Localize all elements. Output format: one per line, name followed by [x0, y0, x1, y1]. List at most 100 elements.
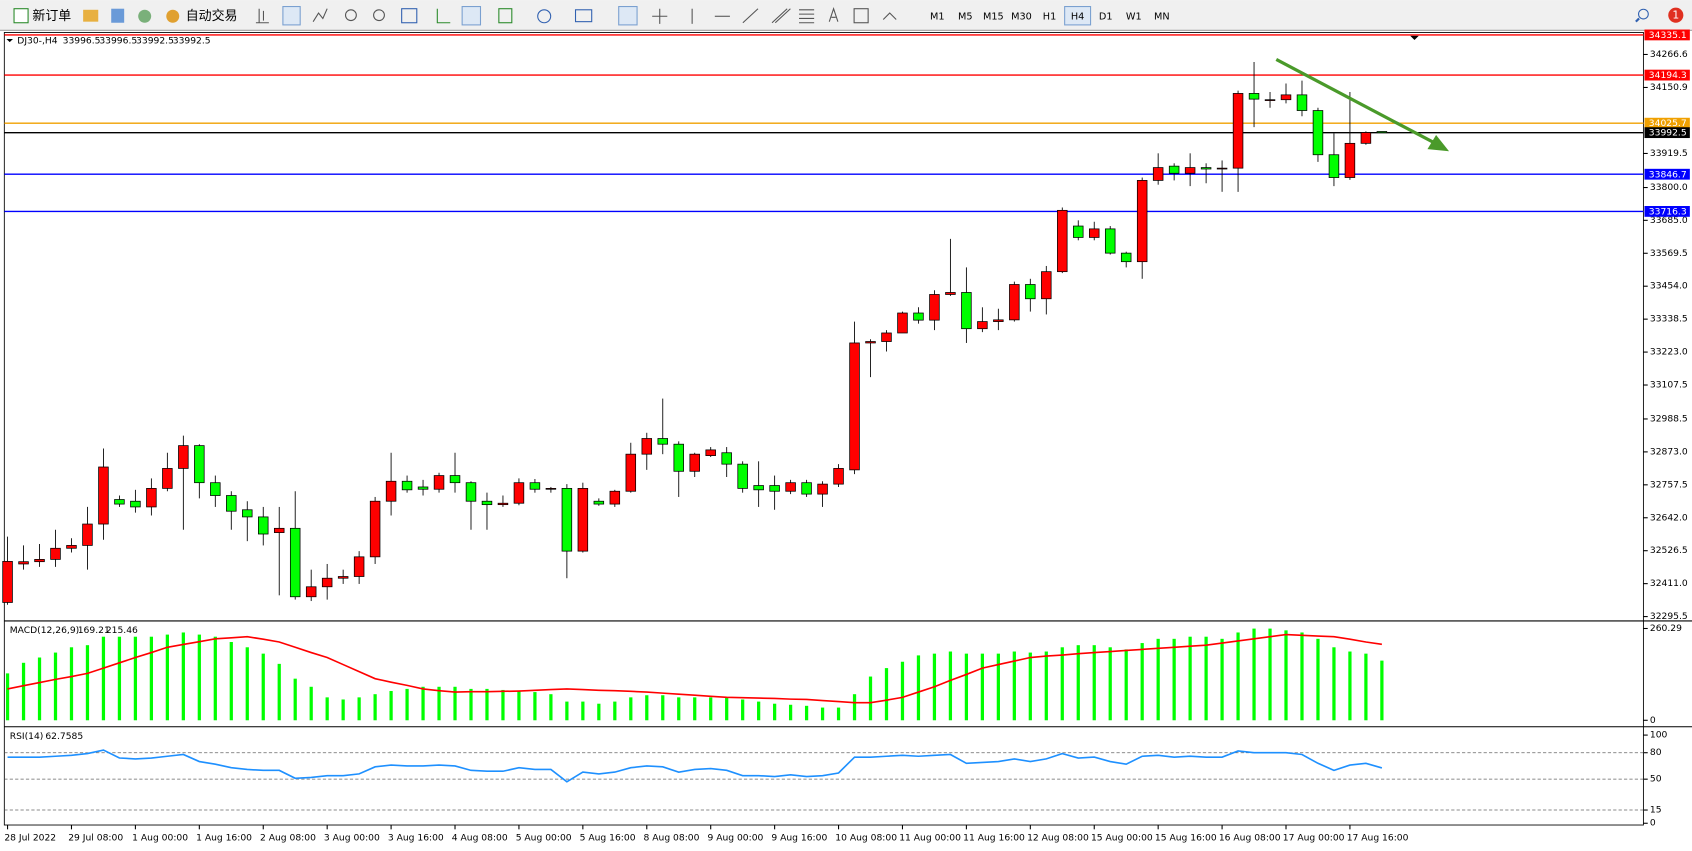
toolbar-icon[interactable] [83, 9, 99, 22]
candle-body [705, 449, 716, 456]
macd-bar [1188, 636, 1192, 721]
zoom-out-icon[interactable] [373, 9, 385, 22]
x-tick-label: 15 Aug 16:00 [1155, 832, 1217, 843]
crosshair-icon[interactable] [652, 8, 668, 24]
macd-signal-line [7, 633, 1383, 704]
macd-bar [501, 689, 505, 721]
periods-icon[interactable] [537, 9, 552, 24]
autoscroll-icon[interactable] [436, 8, 451, 24]
candle-body [353, 556, 365, 577]
macd-bar [757, 701, 761, 721]
candle-body [178, 445, 189, 469]
channel-icon[interactable] [771, 8, 791, 24]
macd-bar [725, 697, 729, 721]
macd-bar [277, 663, 281, 721]
timeframe-button[interactable]: D1 [1099, 11, 1113, 22]
x-tick-label: 9 Aug 00:00 [707, 832, 763, 843]
macd-bar [597, 703, 601, 721]
x-tick-label: 4 Aug 08:00 [452, 832, 508, 843]
candle-body [449, 475, 461, 484]
toolbar-icons [255, 6, 897, 26]
bar-chart-icon[interactable] [255, 8, 269, 24]
macd-bar [693, 697, 697, 721]
tile-icon[interactable] [401, 8, 418, 24]
x-tick-label: 8 Aug 08:00 [644, 832, 700, 843]
price-level-label: 34025.7 [1649, 118, 1687, 129]
x-tick-label: 15 Aug 00:00 [1091, 832, 1153, 843]
candle-body [1184, 167, 1196, 174]
search-handle [1635, 17, 1640, 23]
candle-body [817, 483, 828, 495]
timeframe-button[interactable]: M30 [1011, 11, 1032, 22]
ohlc-value: 33996.5 [99, 36, 137, 47]
candle-body [1376, 131, 1388, 134]
macd-bar [1076, 645, 1080, 721]
candle-body [785, 482, 796, 492]
shift-icon[interactable] [461, 6, 482, 26]
macd-bar [1140, 643, 1144, 721]
macd-bar [421, 686, 425, 721]
timeframe-button[interactable]: M1 [930, 11, 945, 22]
text-icon[interactable] [828, 7, 839, 22]
y-tick-label: 33569.5 [1650, 248, 1688, 259]
macd-bar [1252, 628, 1256, 721]
macd-bar [437, 686, 441, 721]
notification-badge[interactable] [1668, 7, 1684, 23]
macd-bar [868, 676, 873, 721]
indicators-icon[interactable] [498, 8, 513, 24]
trend-arrow [1275, 58, 1450, 152]
macd-bar [773, 703, 777, 721]
candle-body [833, 468, 844, 485]
label-icon[interactable] [853, 8, 869, 24]
candle-body [1360, 132, 1372, 144]
line-chart-icon[interactable] [312, 8, 328, 22]
macd-bar [85, 645, 90, 721]
candle-body [625, 453, 637, 492]
macd-bar [1364, 653, 1368, 721]
y-tick-label: 34150.9 [1650, 82, 1688, 93]
zoom-in-icon[interactable] [344, 9, 357, 22]
y-tick-label: 32295.5 [1650, 611, 1688, 622]
macd-bar [37, 657, 42, 721]
macd-bar [964, 653, 969, 721]
candle-body [305, 586, 317, 598]
x-tick-label: 10 Aug 08:00 [835, 832, 897, 843]
timeframe-button[interactable]: H1 [1043, 11, 1056, 22]
candle-body [513, 482, 525, 504]
candle-chart-icon[interactable] [282, 6, 301, 26]
candle-body [945, 292, 956, 295]
timeframe-button[interactable]: H4 [1071, 11, 1084, 22]
panel-value: 169.21 [78, 625, 110, 636]
timeframe-button[interactable]: M5 [958, 11, 973, 22]
timeframe-button[interactable]: MN [1154, 11, 1170, 22]
candle-body [289, 527, 301, 598]
arrows-icon[interactable] [882, 12, 897, 20]
auto-trading-button[interactable]: 自动交易 [166, 8, 237, 24]
candle-body [929, 294, 940, 321]
trendline-icon[interactable] [742, 8, 759, 24]
candle-body [369, 500, 381, 558]
candle-body [497, 502, 509, 506]
toolbar-icon[interactable] [138, 9, 152, 23]
macd-bar [565, 701, 569, 721]
auto-trading-label: 自动交易 [186, 8, 238, 24]
macd-bar [1092, 645, 1096, 721]
y-tick-label: 32757.5 [1650, 479, 1688, 490]
panel-title: RSI(14) [10, 731, 44, 742]
timeframe-button[interactable]: M15 [983, 11, 1004, 22]
candle-body [561, 488, 573, 552]
fibo-icon[interactable] [799, 9, 815, 24]
timeframe-button[interactable]: W1 [1126, 11, 1142, 22]
cursor-icon[interactable] [618, 6, 638, 26]
candle-body [1312, 110, 1324, 156]
candle-body [273, 527, 285, 533]
templates-icon[interactable] [574, 9, 593, 23]
search-icon[interactable] [1635, 8, 1649, 23]
toolbar-icon[interactable] [111, 8, 125, 23]
new-order-button[interactable]: 新订单 [13, 8, 71, 24]
shift-marker [1410, 35, 1419, 41]
ohlc-value: 33996.5 [63, 36, 101, 47]
macd-bar [5, 673, 10, 721]
new-order-icon [13, 8, 29, 24]
notification-count: 1 [1672, 9, 1679, 22]
